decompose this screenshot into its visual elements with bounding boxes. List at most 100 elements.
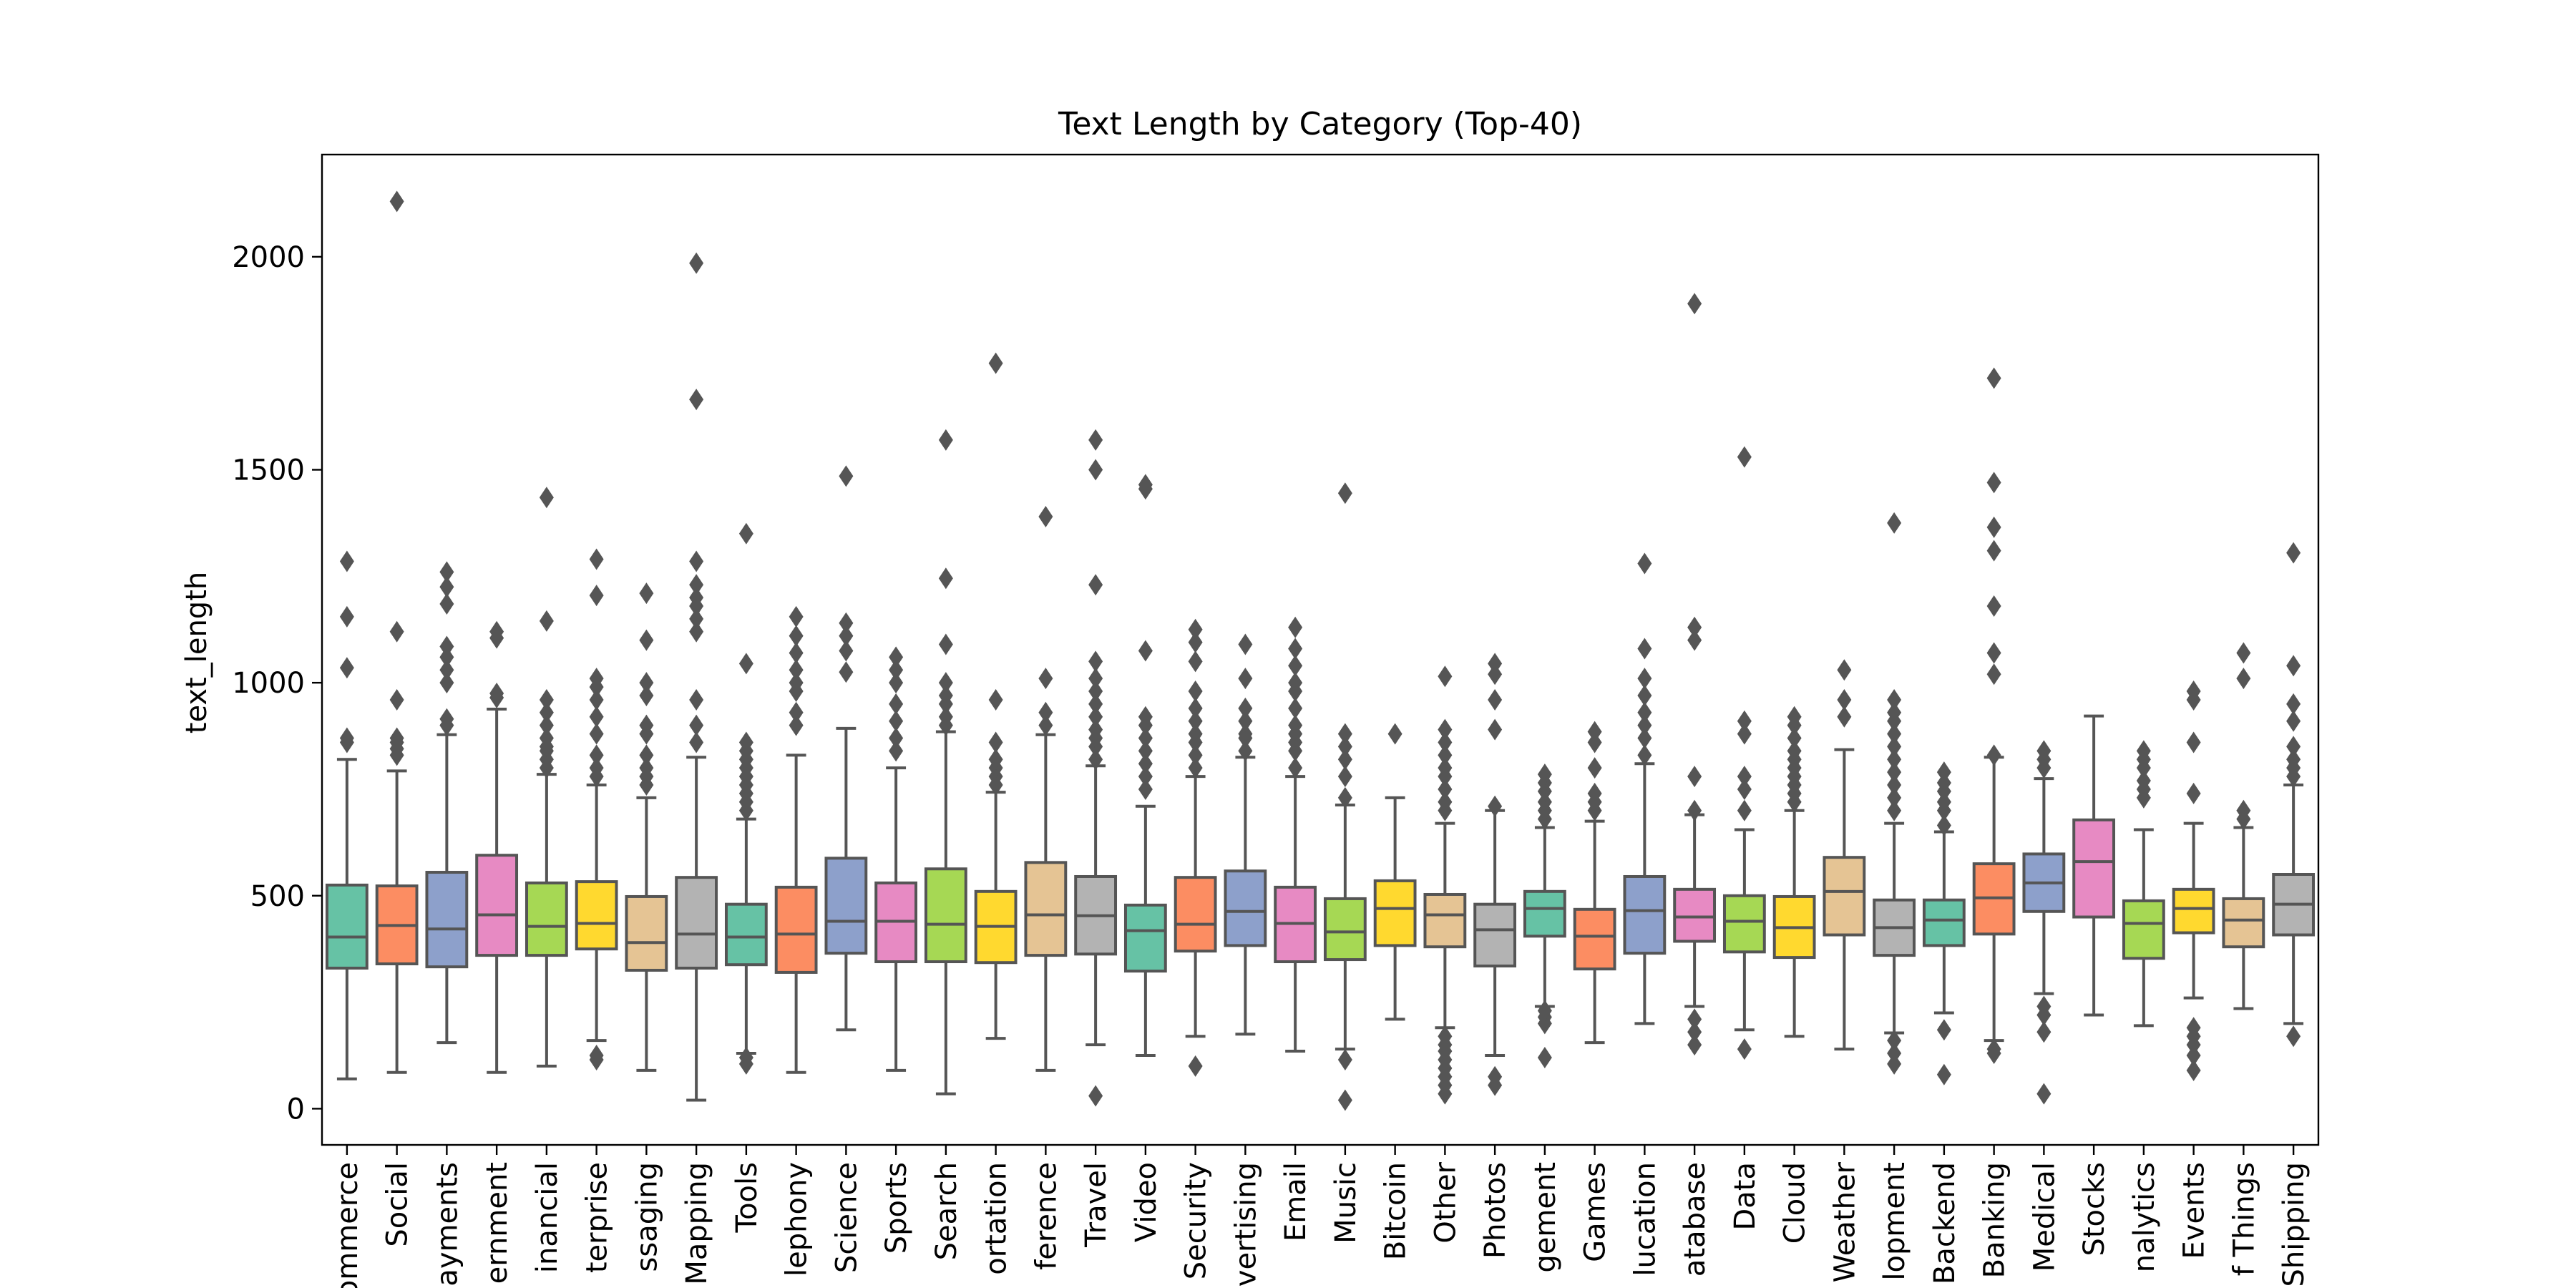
outlier-point <box>1637 701 1652 723</box>
box-lopment <box>1873 512 1916 1075</box>
box-mapping <box>675 252 718 1102</box>
outlier-point <box>889 646 904 668</box>
iqr-box <box>1473 902 1517 967</box>
outlier-point <box>889 727 904 749</box>
outlier-point <box>2236 642 2251 664</box>
box-tools <box>724 522 768 1075</box>
outlier-point <box>738 1046 753 1068</box>
outlier-point <box>1986 1038 2001 1060</box>
outlier-point <box>2286 710 2301 732</box>
outlier-point <box>1188 631 1203 653</box>
outlier-point <box>839 612 854 634</box>
outlier-point <box>1438 718 1453 741</box>
outlier-point <box>2186 1017 2201 1039</box>
x-tick-label: inancial <box>531 1162 564 1273</box>
outlier-point <box>1337 1089 1352 1111</box>
box-video <box>1123 474 1167 1057</box>
outlier-point <box>889 693 904 715</box>
box-email <box>1274 616 1317 1053</box>
outlier-point <box>2036 740 2051 762</box>
plot-frame <box>321 153 2320 1146</box>
outlier-point <box>1887 761 1902 784</box>
box-lucation <box>1623 552 1667 1025</box>
outlier-point <box>1238 697 1253 719</box>
box-ernment <box>475 620 519 1074</box>
x-tick-label: Medical <box>2028 1162 2061 1272</box>
box-bitcoin <box>1373 723 1417 1021</box>
outlier-point <box>2036 1021 2051 1043</box>
outlier-point <box>789 642 804 664</box>
outlier-point <box>1587 782 1602 804</box>
box-other <box>1423 665 1467 1105</box>
outlier-point <box>1438 665 1453 688</box>
iqr-box <box>425 871 469 969</box>
outlier-point <box>988 731 1003 753</box>
iqr-box <box>1224 869 1267 947</box>
x-tick-label: ortation <box>980 1162 1013 1275</box>
box-lephony <box>774 605 818 1074</box>
box-gement <box>1523 763 1566 1068</box>
outlier-point <box>1138 727 1153 749</box>
box-photos <box>1473 653 1517 1096</box>
iqr-box <box>1423 892 1467 949</box>
box-ortation <box>974 352 1018 1040</box>
outlier-point <box>639 744 654 766</box>
outlier-point <box>1986 744 2001 766</box>
outlier-point <box>439 635 454 658</box>
outlier-point <box>2286 748 2301 771</box>
outlier-point <box>389 727 404 749</box>
outlier-point <box>1438 791 1453 813</box>
outlier-point <box>1986 516 2001 538</box>
outlier-point <box>1637 684 1652 706</box>
outlier-point <box>1936 1063 1951 1085</box>
outlier-point <box>2136 740 2151 762</box>
x-tick-label: terprise <box>581 1162 614 1273</box>
outlier-point <box>1088 680 1103 703</box>
outlier-point <box>789 659 804 681</box>
box-terprise <box>575 548 618 1070</box>
box-shipping <box>2272 542 2316 1048</box>
y-tick-label: 1000 <box>232 667 305 700</box>
outlier-point <box>639 684 654 706</box>
outlier-point <box>1138 474 1153 496</box>
outlier-point <box>1238 723 1253 745</box>
x-tick-label: nalytics <box>2128 1162 2161 1272</box>
outlier-point <box>839 640 854 662</box>
x-tick-label: vertising <box>1229 1162 1262 1287</box>
outlier-point <box>639 629 654 651</box>
box-security <box>1174 618 1217 1077</box>
x-tick-label: gement <box>1529 1162 1562 1273</box>
outlier-point <box>2186 680 2201 703</box>
x-tick-label: Shipping <box>2278 1162 2311 1287</box>
outlier-point <box>439 576 454 598</box>
x-tick-label: lephony <box>781 1162 814 1277</box>
box-ayments <box>425 561 469 1045</box>
outlier-point <box>1038 701 1053 723</box>
outlier-point <box>889 672 904 694</box>
outlier-point <box>1038 668 1053 690</box>
x-tick-label: Tools <box>731 1162 763 1234</box>
x-tick-label: Other <box>1429 1161 1462 1243</box>
outlier-point <box>1737 446 1752 468</box>
outlier-point <box>1438 778 1453 800</box>
outlier-point <box>938 672 953 694</box>
x-tick-label: Games <box>1579 1162 1612 1262</box>
outlier-point <box>2286 655 2301 677</box>
outlier-point <box>789 701 804 723</box>
outlier-point <box>2236 668 2251 690</box>
outlier-point <box>1088 718 1103 741</box>
iqr-box <box>1823 856 1866 937</box>
outlier-point <box>1288 714 1303 736</box>
outlier-point <box>1887 1030 1902 1052</box>
box-science <box>824 465 868 1032</box>
outlier-point <box>938 633 953 655</box>
plot-area <box>325 190 2316 1111</box>
outlier-point <box>2286 693 2301 715</box>
outlier-point <box>738 522 753 545</box>
y-axis: 0 500 1000 1500 2000 <box>232 241 322 1126</box>
outlier-point <box>539 688 554 711</box>
outlier-point <box>1288 697 1303 719</box>
outlier-point <box>639 757 654 779</box>
outlier-point <box>1986 642 2001 664</box>
